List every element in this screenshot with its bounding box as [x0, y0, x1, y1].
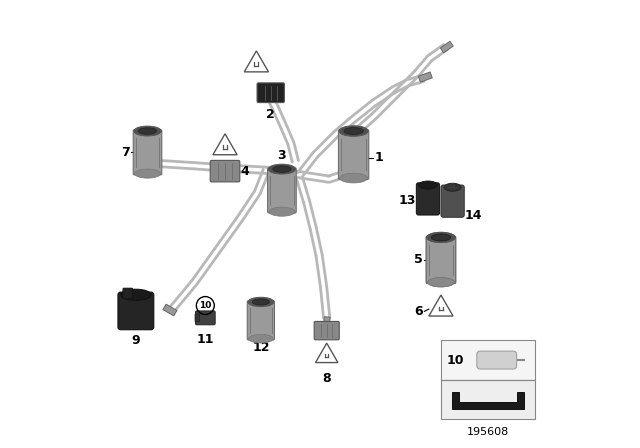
Polygon shape [429, 295, 453, 316]
Ellipse shape [431, 234, 451, 241]
Text: 11: 11 [196, 333, 214, 346]
FancyBboxPatch shape [154, 146, 161, 158]
FancyBboxPatch shape [195, 311, 215, 325]
Ellipse shape [273, 166, 291, 172]
Text: 8: 8 [323, 372, 331, 385]
FancyBboxPatch shape [426, 236, 456, 284]
FancyBboxPatch shape [426, 236, 456, 284]
FancyBboxPatch shape [417, 183, 440, 215]
Ellipse shape [428, 278, 454, 287]
Text: 4: 4 [240, 164, 249, 178]
Ellipse shape [427, 233, 455, 242]
Bar [441, 380, 535, 419]
Text: 7: 7 [121, 146, 130, 159]
FancyBboxPatch shape [210, 160, 240, 182]
Polygon shape [213, 134, 237, 155]
Polygon shape [163, 304, 177, 316]
FancyBboxPatch shape [441, 185, 464, 217]
Ellipse shape [134, 169, 161, 178]
Polygon shape [440, 41, 453, 53]
Text: 10: 10 [446, 353, 464, 366]
Text: 195608: 195608 [467, 427, 509, 437]
Bar [441, 340, 535, 380]
FancyBboxPatch shape [123, 288, 132, 299]
FancyBboxPatch shape [247, 301, 275, 340]
Ellipse shape [120, 289, 151, 300]
Ellipse shape [419, 181, 437, 189]
Ellipse shape [248, 334, 273, 343]
FancyBboxPatch shape [257, 83, 284, 103]
Ellipse shape [444, 183, 461, 191]
FancyBboxPatch shape [118, 292, 154, 330]
Polygon shape [419, 72, 432, 82]
FancyBboxPatch shape [360, 149, 368, 160]
Text: 9: 9 [132, 334, 140, 347]
Text: 13: 13 [399, 194, 417, 207]
Ellipse shape [344, 128, 364, 134]
Text: 1: 1 [374, 151, 383, 164]
Ellipse shape [268, 164, 296, 174]
Polygon shape [323, 317, 330, 328]
FancyBboxPatch shape [339, 130, 369, 179]
Polygon shape [244, 51, 269, 72]
FancyBboxPatch shape [339, 149, 347, 160]
Text: 6: 6 [415, 305, 423, 318]
FancyBboxPatch shape [288, 185, 296, 196]
FancyBboxPatch shape [134, 146, 141, 158]
FancyBboxPatch shape [314, 322, 339, 340]
Ellipse shape [339, 126, 368, 136]
Ellipse shape [428, 278, 454, 287]
Text: 12: 12 [252, 341, 269, 354]
Ellipse shape [134, 126, 161, 136]
Polygon shape [316, 343, 338, 362]
FancyBboxPatch shape [195, 314, 200, 322]
Text: 2: 2 [266, 108, 275, 121]
Text: 10: 10 [199, 301, 211, 310]
Ellipse shape [431, 234, 451, 241]
Ellipse shape [252, 299, 269, 305]
Ellipse shape [248, 297, 274, 306]
Ellipse shape [138, 128, 157, 134]
Ellipse shape [427, 233, 455, 242]
FancyBboxPatch shape [133, 130, 162, 175]
FancyBboxPatch shape [268, 168, 296, 213]
Text: 3: 3 [278, 149, 286, 162]
FancyBboxPatch shape [269, 185, 276, 196]
Ellipse shape [269, 207, 295, 216]
Text: 14: 14 [464, 208, 482, 222]
Text: 5: 5 [414, 253, 423, 267]
Polygon shape [452, 392, 524, 409]
FancyBboxPatch shape [477, 351, 516, 369]
Ellipse shape [340, 173, 367, 183]
